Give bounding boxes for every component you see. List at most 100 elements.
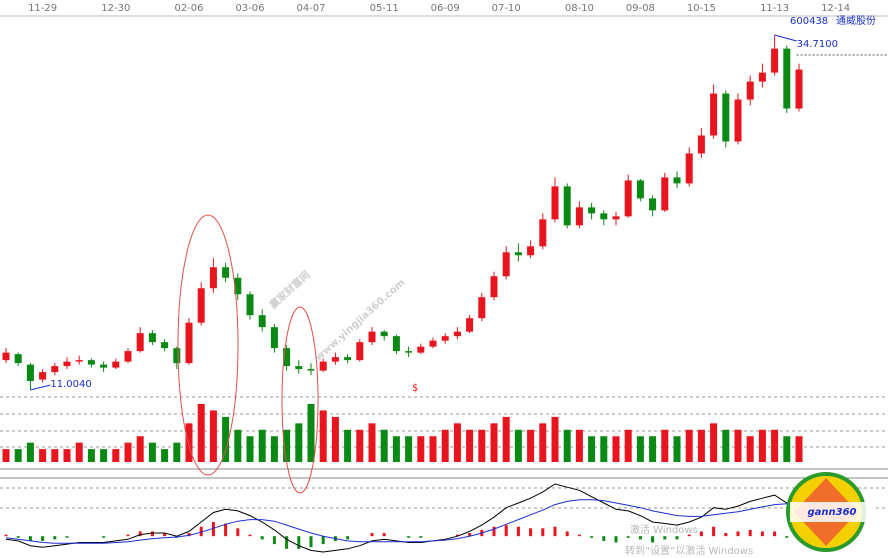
- candle-body: [222, 267, 230, 278]
- candle-body: [136, 333, 144, 352]
- candle-body: [39, 372, 47, 380]
- volume-bar: [344, 429, 352, 462]
- volume-bar: [209, 410, 217, 462]
- candle-body: [417, 346, 425, 353]
- volume-bar: [746, 436, 754, 462]
- volume-bar: [490, 423, 498, 462]
- volume-bar: [356, 429, 364, 462]
- candle-body: [490, 276, 498, 298]
- volume-bar: [527, 429, 535, 462]
- stock-code: 600438: [790, 16, 828, 27]
- volume-bar: [185, 423, 193, 462]
- candle-body: [283, 348, 291, 367]
- volume-bar: [624, 429, 632, 462]
- candle-body: [734, 99, 742, 142]
- volume-bar: [392, 436, 400, 462]
- volume-bar: [283, 429, 291, 462]
- candle-body: [673, 177, 681, 184]
- volume-bar: [661, 429, 669, 462]
- x-tick-label: 04-07: [296, 3, 325, 14]
- candle-body: [453, 331, 461, 337]
- volume-bar: [26, 442, 34, 462]
- candle-body: [246, 294, 254, 316]
- volume-bar: [673, 436, 681, 462]
- volume-bar: [51, 449, 59, 462]
- volume-bar: [307, 404, 315, 462]
- volume-bar: [380, 429, 388, 462]
- candle-body: [380, 331, 388, 337]
- candle-body: [356, 342, 364, 361]
- volume-bar: [441, 429, 449, 462]
- volume-bar: [75, 442, 83, 462]
- candle-body: [502, 252, 510, 277]
- volume-bar: [258, 429, 266, 462]
- candle-body: [575, 207, 583, 226]
- volume-bar: [14, 449, 22, 462]
- volume-bar: [2, 449, 10, 462]
- volume-bar: [405, 436, 413, 462]
- volume-bar: [649, 436, 657, 462]
- x-tick-label: 03-06: [235, 3, 264, 14]
- volume-bar: [136, 436, 144, 462]
- candle-body: [697, 135, 705, 154]
- candle-body: [588, 207, 596, 214]
- candle-body: [685, 153, 693, 184]
- candle-body: [344, 357, 352, 361]
- x-tick-label: 11-13: [760, 3, 789, 14]
- x-tick-label: 12-14: [821, 3, 850, 14]
- logo-band: [790, 502, 874, 522]
- volume-bar: [148, 442, 156, 462]
- candle-body: [100, 364, 108, 368]
- candle-body: [148, 333, 156, 343]
- high-marker-line: [774, 34, 797, 42]
- candle-body: [392, 336, 400, 352]
- os-notice: 激活 Windows: [630, 523, 698, 536]
- candle-body: [2, 352, 10, 361]
- candle-body: [368, 331, 376, 343]
- x-tick-label: 05-11: [370, 3, 399, 14]
- volume-bar: [161, 449, 169, 462]
- x-tick-label: 11-29: [28, 3, 57, 14]
- x-tick-label: 12-30: [101, 3, 130, 14]
- candle-body: [600, 213, 608, 220]
- logo-text: gann360: [807, 507, 856, 518]
- candle-body: [429, 340, 437, 347]
- x-tick-label: 09-08: [626, 3, 655, 14]
- volume-bar: [514, 429, 522, 462]
- volume-bar: [234, 429, 242, 462]
- candle-body: [14, 354, 22, 364]
- candle-body: [563, 186, 571, 226]
- candle-body: [63, 361, 71, 367]
- high-marker-label: 34.7100: [797, 39, 838, 50]
- volume-bar: [502, 416, 510, 462]
- os-notice: 转到“设置”以激活 Windows: [625, 544, 753, 557]
- candle-body: [551, 186, 559, 220]
- candle-body: [795, 69, 803, 109]
- candle-body: [466, 318, 474, 332]
- volume-bar: [453, 423, 461, 462]
- candle-body: [514, 252, 522, 256]
- x-tick-label: 07-10: [492, 3, 521, 14]
- candle-body: [124, 351, 132, 362]
- candle-body: [612, 216, 620, 220]
- volume-bar: [246, 436, 254, 462]
- volume-bar: [173, 442, 181, 462]
- candle-body: [295, 366, 303, 370]
- volume-bar: [710, 423, 718, 462]
- candle-body: [746, 81, 754, 100]
- candle-body: [710, 93, 718, 136]
- volume-bar: [783, 436, 791, 462]
- volume-bar: [551, 416, 559, 462]
- volume-bar: [600, 436, 608, 462]
- volume-bar: [417, 436, 425, 462]
- volume-bar: [124, 442, 132, 462]
- volume-bar: [771, 429, 779, 462]
- candle-body: [478, 297, 486, 319]
- volume-bar: [270, 436, 278, 462]
- volume-bar: [368, 423, 376, 462]
- candle-body: [258, 315, 266, 328]
- volume-bar: [429, 436, 437, 462]
- candle-body: [307, 369, 315, 371]
- candle-body: [161, 342, 169, 349]
- volume-bar: [734, 429, 742, 462]
